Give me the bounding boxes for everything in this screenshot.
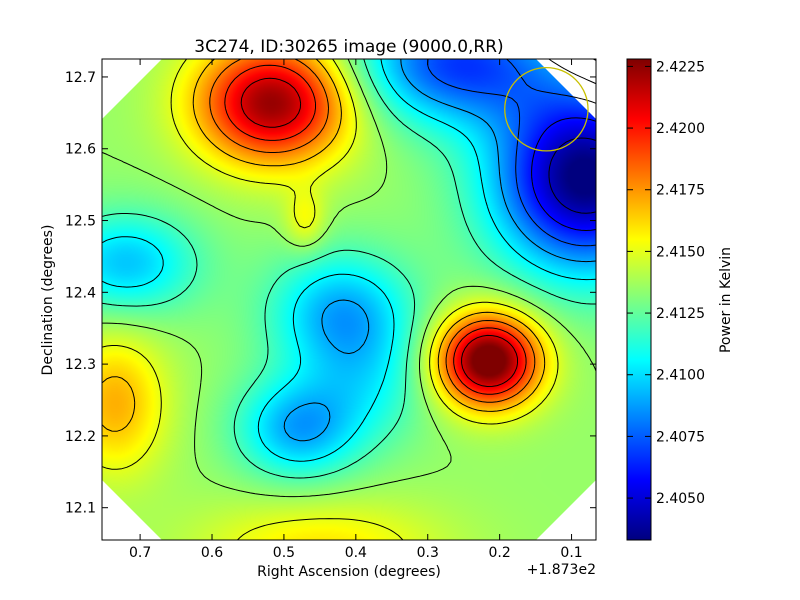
heatmap-image [102, 59, 596, 540]
mask-corner [536, 59, 596, 119]
colorbar: 2.4050 2.4075 2.4100 2.4125 2.4150 2.4175 2.42… [626, 58, 734, 541]
mask-corner [102, 480, 162, 540]
mask-corner [536, 480, 596, 540]
x-offset-label: +1.873e2 [527, 562, 596, 578]
y-tick-label: 12.6 [65, 142, 96, 158]
mask-corner [102, 59, 162, 119]
contour-path [102, 59, 596, 540]
contour-lines [102, 59, 596, 540]
x-axis-label: Right Ascension (degrees) [257, 564, 441, 580]
colorbar-gradient [626, 58, 652, 541]
plot-area: 0.7 0.6 0.5 0.4 0.3 0.2 0.1 12.712.612.512.412… [65, 58, 597, 561]
colorbar-label: Power in Kelvin [718, 247, 734, 353]
colorbar-tick-label: 2.4200 [656, 121, 705, 137]
colorbar-tick-label: 2.4050 [656, 491, 705, 507]
colorbar-tick-label: 2.4100 [656, 368, 705, 384]
x-tick-label: 0.1 [560, 545, 582, 561]
x-tick-label: 0.3 [417, 545, 439, 561]
y-axis-ticks: 12.7 12.6 12.5 12.4 12.3 12.2 12.1 [65, 70, 596, 517]
y-tick-label: 12.5 [65, 214, 96, 230]
colorbar-ticks: 2.4050 2.4075 2.4100 2.4125 2.4150 2.4175 2.42… [627, 59, 705, 507]
x-axis-ticks: 0.7 0.6 0.5 0.4 0.3 0.2 0.1 [129, 59, 583, 561]
beam-circle [504, 66, 589, 152]
y-tick-label: 12.2 [65, 429, 96, 445]
edge-mask [102, 59, 596, 540]
y-tick-label: 12.4 [65, 285, 96, 301]
colorbar-tick-label: 2.4175 [656, 183, 705, 199]
x-tick-label: 0.2 [489, 545, 511, 561]
x-tick-label: 0.6 [201, 545, 223, 561]
colorbar-tick-label: 2.4075 [656, 429, 705, 445]
x-tick-label: 0.7 [129, 545, 151, 561]
chart-title: 3C274, ID:30265 image (9000.0,RR) [194, 37, 503, 57]
x-tick-label: 0.5 [273, 545, 295, 561]
plot-frame [101, 58, 597, 541]
x-tick-label: 0.4 [345, 545, 367, 561]
colorbar-tick-label: 2.4150 [656, 244, 705, 260]
y-tick-label: 12.1 [65, 501, 96, 517]
colorbar-tick-label: 2.4125 [656, 306, 705, 322]
y-tick-label: 12.3 [65, 357, 96, 373]
colorbar-tick-label: 2.4225 [656, 59, 705, 75]
y-axis-label: Declination (degrees) [40, 225, 56, 376]
y-tick-label: 12.7 [65, 70, 96, 86]
